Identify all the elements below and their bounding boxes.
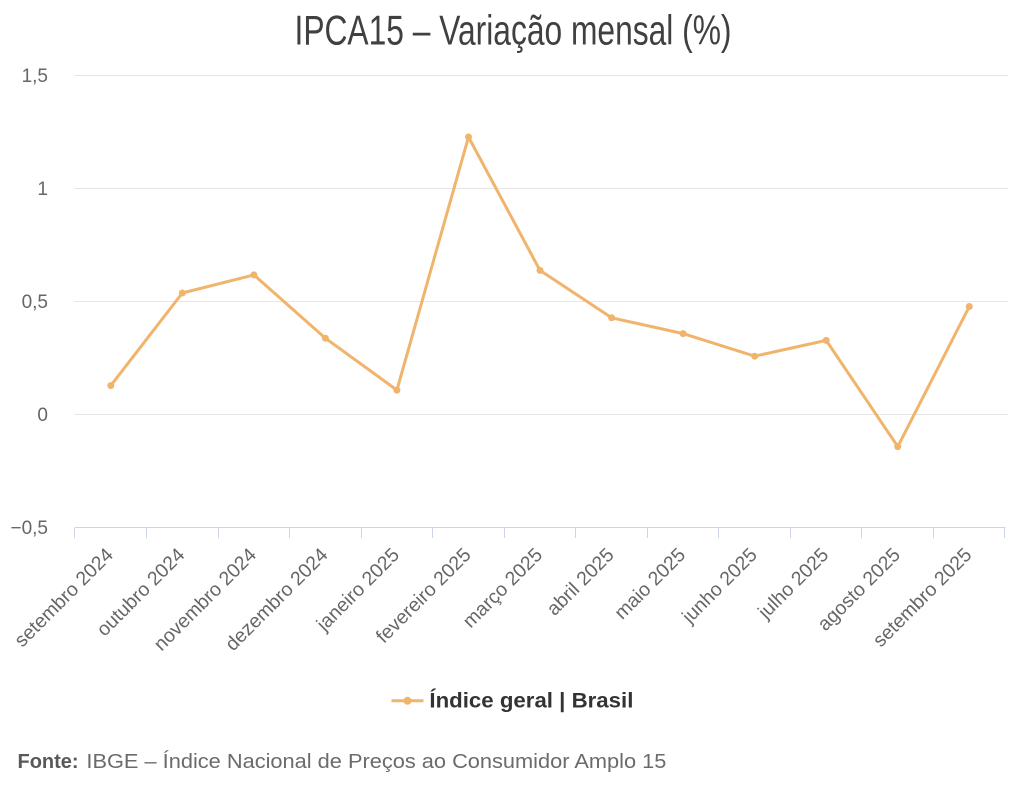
svg-text:0: 0 [37,405,48,426]
svg-text:0,5: 0,5 [22,292,48,313]
svg-text:1: 1 [37,179,48,200]
svg-text:IPCA15 – Variação mensal (%): IPCA15 – Variação mensal (%) [295,7,732,54]
svg-text:1,5: 1,5 [22,66,48,87]
svg-text:Índice geral | Brasil: Índice geral | Brasil [429,688,633,713]
svg-text:−0,5: −0,5 [10,518,48,539]
svg-text:IBGE – Índice Nacional de Preç: IBGE – Índice Nacional de Preços ao Cons… [86,750,666,773]
svg-text:Fonte:: Fonte: [18,751,79,773]
